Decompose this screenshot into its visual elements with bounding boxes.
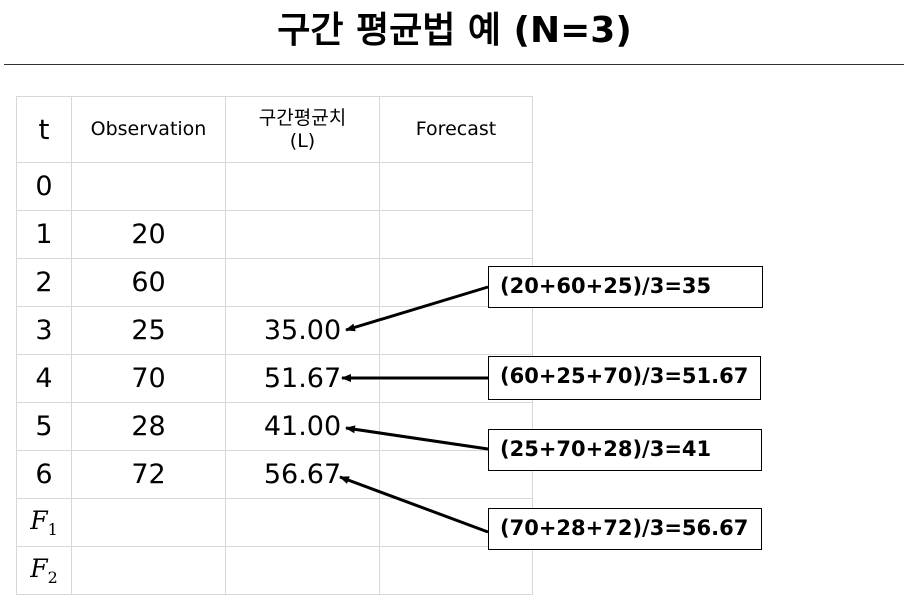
table-row: 2 60 (16, 258, 533, 307)
cell-observation (71, 162, 226, 211)
cell-t: 2 (16, 258, 72, 307)
header-forecast: Forecast (379, 96, 533, 163)
cell-t: 4 (16, 354, 72, 403)
cell-t: 3 (16, 306, 72, 355)
cell-level: 56.67 (225, 450, 380, 499)
callout-box-1: (20+60+25)/3=35 (488, 266, 763, 308)
cell-forecast-symbol: F2 (16, 546, 72, 595)
cell-level: 41.00 (225, 402, 380, 451)
cell-observation: 72 (71, 450, 226, 499)
cell-forecast (379, 546, 533, 595)
cell-forecast-symbol: F1 (16, 498, 72, 547)
callout-box-4: (70+28+72)/3=56.67 (488, 508, 762, 550)
cell-forecast (379, 162, 533, 211)
callout-box-2: (60+25+70)/3=51.67 (488, 356, 761, 400)
table-row: 1 20 (16, 210, 533, 259)
callout-box-3: (25+70+28)/3=41 (488, 429, 762, 471)
forecast-symbol: F (30, 506, 48, 535)
header-level-line1: 구간평균치 (258, 106, 347, 129)
title-divider (4, 64, 904, 65)
header-observation: Observation (71, 96, 226, 163)
cell-observation: 60 (71, 258, 226, 307)
cell-level (225, 546, 380, 595)
arrow-3 (345, 425, 489, 451)
cell-t: 6 (16, 450, 72, 499)
cell-t: 0 (16, 162, 72, 211)
forecast-subscript: 2 (47, 568, 58, 587)
table-header-row: t Observation 구간평균치 (L) Forecast (16, 96, 533, 163)
cell-observation: 25 (71, 306, 226, 355)
moving-average-table: t Observation 구간평균치 (L) Forecast 0 1 20 … (16, 96, 533, 595)
cell-t: 5 (16, 402, 72, 451)
arrow-4 (339, 475, 489, 534)
cell-observation: 28 (71, 402, 226, 451)
header-t: t (16, 96, 72, 163)
arrow-1 (345, 285, 489, 332)
forecast-subscript: 1 (47, 520, 58, 539)
cell-level (225, 210, 380, 259)
cell-observation: 20 (71, 210, 226, 259)
cell-forecast (379, 210, 533, 259)
table-row-forecast: F1 (16, 498, 533, 547)
header-level: 구간평균치 (L) (225, 96, 380, 163)
table-row-forecast: F2 (16, 546, 533, 595)
forecast-symbol: F (30, 554, 48, 583)
page-title: 구간 평균법 예 (N=3) (277, 10, 632, 51)
header-level-line2: (L) (289, 129, 316, 152)
cell-level: 35.00 (225, 306, 380, 355)
table-row: 3 25 35.00 (16, 306, 533, 355)
